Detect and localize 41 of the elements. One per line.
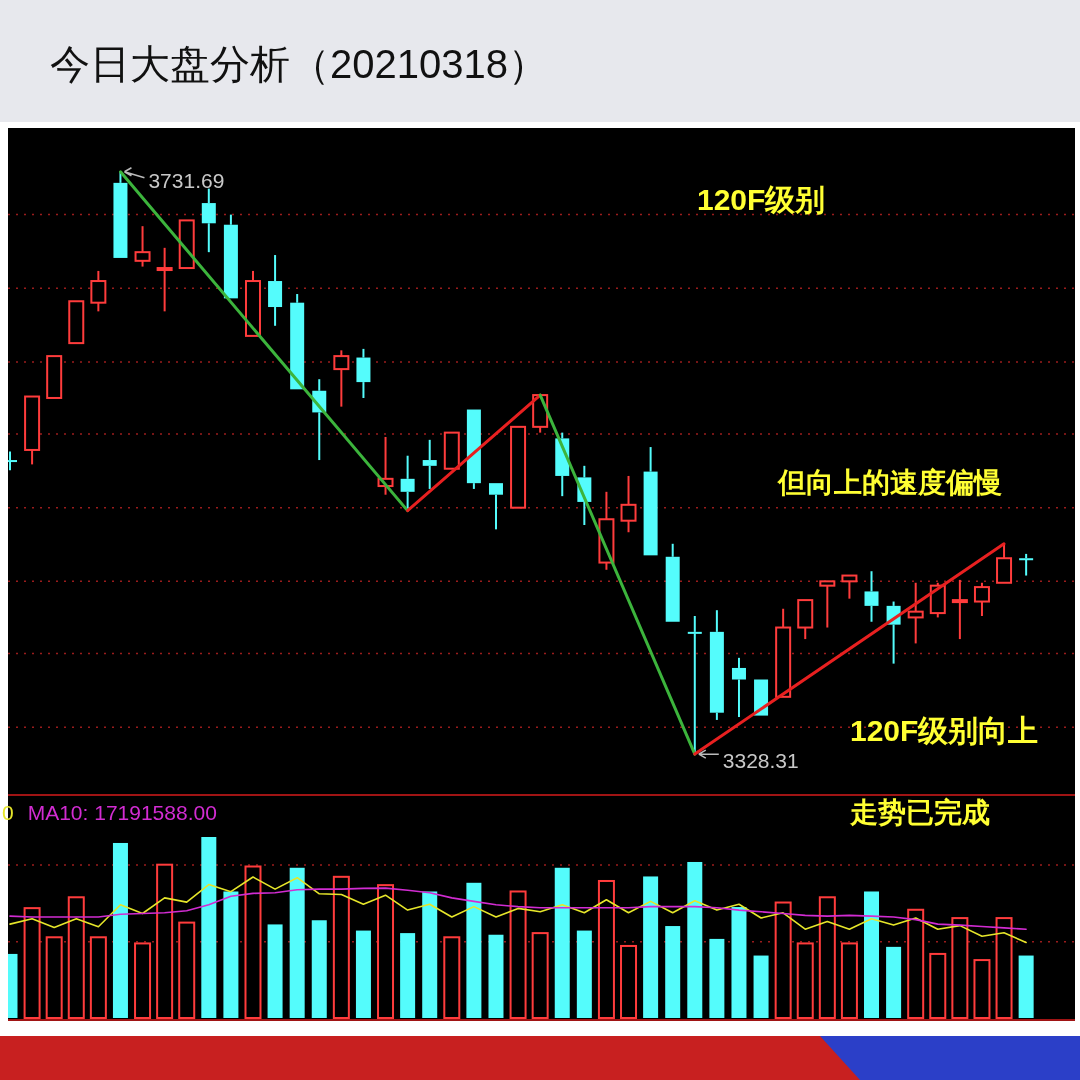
bar bbox=[289, 867, 305, 1018]
bar bbox=[665, 926, 681, 1018]
bar bbox=[422, 891, 438, 1018]
bar bbox=[488, 934, 504, 1018]
candlestick bbox=[951, 578, 968, 641]
annotation: 120F级别向上 bbox=[850, 714, 1039, 747]
candlestick bbox=[201, 187, 216, 254]
bar bbox=[466, 882, 482, 1018]
candlestick bbox=[268, 254, 283, 327]
bar bbox=[201, 837, 217, 1018]
bar bbox=[687, 861, 703, 1018]
bar bbox=[1018, 955, 1034, 1018]
candlestick bbox=[356, 347, 371, 399]
annotation: 3328.31 bbox=[722, 749, 799, 773]
bar bbox=[267, 924, 283, 1018]
candlestick bbox=[422, 438, 437, 490]
bar bbox=[223, 891, 239, 1018]
candlestick bbox=[709, 609, 724, 721]
text: MA10: 17191588.00 bbox=[27, 801, 217, 824]
candlestick bbox=[731, 656, 746, 719]
text: 走势已完成 bbox=[849, 797, 990, 828]
annotation: 3731.69 bbox=[148, 168, 225, 192]
bar bbox=[643, 876, 659, 1018]
bar bbox=[400, 933, 416, 1018]
candlestick bbox=[864, 570, 879, 623]
bar bbox=[112, 842, 128, 1018]
bar bbox=[753, 955, 769, 1018]
bar bbox=[886, 946, 902, 1018]
annotation: 120F级别 bbox=[697, 183, 826, 216]
bar bbox=[709, 938, 725, 1018]
candlestick bbox=[907, 581, 924, 645]
bar bbox=[576, 930, 592, 1018]
bar bbox=[311, 920, 327, 1018]
bar bbox=[355, 930, 371, 1018]
bar bbox=[731, 907, 747, 1018]
bar bbox=[864, 891, 880, 1018]
chart-title: 今日大盘分析（20210318） bbox=[50, 42, 548, 86]
annotation: 但向上的速度偏慢 bbox=[777, 467, 1002, 498]
bar bbox=[554, 867, 570, 1018]
text: 0 bbox=[2, 801, 14, 824]
candlestick bbox=[156, 246, 173, 313]
